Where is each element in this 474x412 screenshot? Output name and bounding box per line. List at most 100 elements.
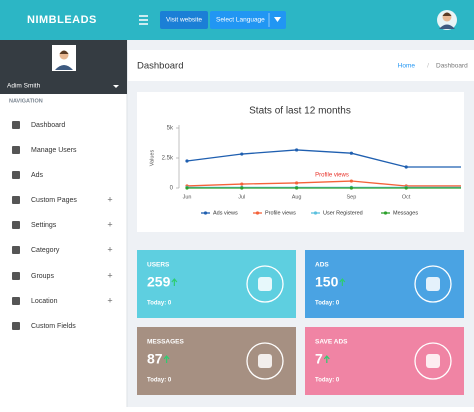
brand: NIMBLEADS [27, 14, 97, 26]
legend-dot [383, 211, 388, 215]
expand-plus[interactable]: + [107, 295, 112, 305]
y-tick-label: 2.5k [162, 156, 174, 162]
user-name[interactable]: Adim Smith [7, 83, 41, 90]
expand-plus[interactable]: + [107, 270, 112, 280]
menu-item[interactable]: Manage Users [31, 147, 77, 154]
user-caret[interactable] [113, 85, 119, 88]
expand-icons: + + + + + [107, 194, 112, 305]
menu-icon [12, 171, 20, 179]
legend-label[interactable]: Messages [393, 210, 418, 216]
page-title: Dashboard [137, 61, 183, 72]
x-tick-label: Aug [292, 194, 302, 200]
stat-card [305, 327, 464, 395]
menu-item[interactable]: Ads [31, 172, 44, 179]
card-title: USERS [147, 262, 170, 269]
card-icon-ring [414, 265, 452, 303]
x-tick-label: Oct [402, 194, 411, 200]
data-point [185, 159, 189, 163]
visit-button[interactable] [160, 11, 208, 29]
data-point [349, 151, 353, 155]
menu-icon [12, 297, 20, 305]
legend-label[interactable]: Ads views [213, 210, 238, 216]
card-today: Today: 0 [315, 301, 340, 307]
menu-icon [12, 221, 20, 229]
menu-item[interactable]: Location [31, 298, 58, 305]
menu-icon [12, 272, 20, 280]
avatar-hair [442, 12, 452, 16]
trend-arrow [163, 355, 170, 363]
x-tick-label: Jun [183, 194, 192, 200]
x-tick-label: Sep [347, 194, 357, 200]
card-value: 7 [315, 351, 323, 367]
language-button-label: Select Language [216, 17, 265, 24]
series-line [186, 149, 461, 168]
caret [274, 17, 281, 22]
menu-item[interactable]: Custom Fields [31, 323, 76, 330]
sidebar [0, 40, 127, 407]
breadcrumb-link[interactable]: Home [398, 63, 416, 70]
card-title: ADS [315, 262, 329, 269]
y-tick-label: 0 [170, 186, 174, 192]
profile-hair [59, 50, 69, 54]
visit-button-label: Visit website [166, 17, 202, 24]
card-today: Today: 0 [147, 301, 172, 307]
profile-body [55, 65, 73, 70]
card-title: MESSAGES [147, 339, 185, 346]
menu-icon [12, 246, 20, 254]
y-tick-label: 5k [167, 126, 174, 132]
chart-card [137, 92, 464, 232]
series-line [186, 180, 461, 187]
legend-label[interactable]: User Registered [323, 210, 363, 216]
data-point [185, 186, 189, 190]
data-point [295, 181, 299, 185]
card-today: Today: 0 [147, 378, 172, 384]
card-icon-ring [414, 342, 452, 380]
menu-item[interactable]: Category [31, 247, 60, 254]
data-point [349, 186, 353, 190]
chart-title: Stats of last 12 months [249, 106, 351, 117]
data-point [349, 179, 353, 183]
header-avatar[interactable] [437, 10, 457, 30]
trend-arrow [339, 278, 346, 286]
page-header [128, 50, 474, 81]
language-button[interactable] [210, 11, 286, 29]
card-value: 150 [315, 274, 339, 290]
trend-arrow [171, 278, 178, 286]
data-point [240, 182, 244, 186]
card-icon-ring [246, 342, 284, 380]
menu-icon [12, 196, 20, 204]
menu-item[interactable]: Groups [31, 273, 54, 280]
card-title: SAVE ADS [315, 339, 348, 346]
data-point [295, 148, 299, 152]
legend-dot [313, 211, 318, 215]
card-value: 259 [147, 274, 171, 290]
expand-plus[interactable]: + [107, 194, 112, 204]
legend-label[interactable]: Profile views [265, 210, 296, 216]
x-tick-label: Jul [238, 194, 245, 200]
avatar-body [439, 24, 455, 29]
expand-plus[interactable]: + [107, 244, 112, 254]
data-point [240, 186, 244, 190]
nav-heading: NAVIGATION [9, 98, 43, 104]
menu-icon [12, 121, 20, 129]
card-icon [258, 354, 272, 368]
card-today: Today: 0 [315, 378, 340, 384]
data-point [404, 186, 408, 190]
data-point [404, 165, 408, 169]
legend-dot [203, 211, 208, 215]
y-axis-label: Values [149, 150, 155, 167]
card-icon-ring [246, 265, 284, 303]
menu-item[interactable]: Custom Pages [31, 197, 77, 204]
menu-item[interactable]: Dashboard [31, 122, 65, 129]
legend-dot [255, 211, 260, 215]
card-icon [426, 277, 440, 291]
expand-plus[interactable]: + [107, 219, 112, 229]
card-icon [258, 277, 272, 291]
card-value: 87 [147, 351, 163, 367]
trend-arrow [323, 355, 330, 363]
menu-toggle[interactable] [139, 15, 148, 25]
card-icon [426, 354, 440, 368]
menu-icon [12, 322, 20, 330]
menu-item[interactable]: Settings [31, 222, 57, 229]
